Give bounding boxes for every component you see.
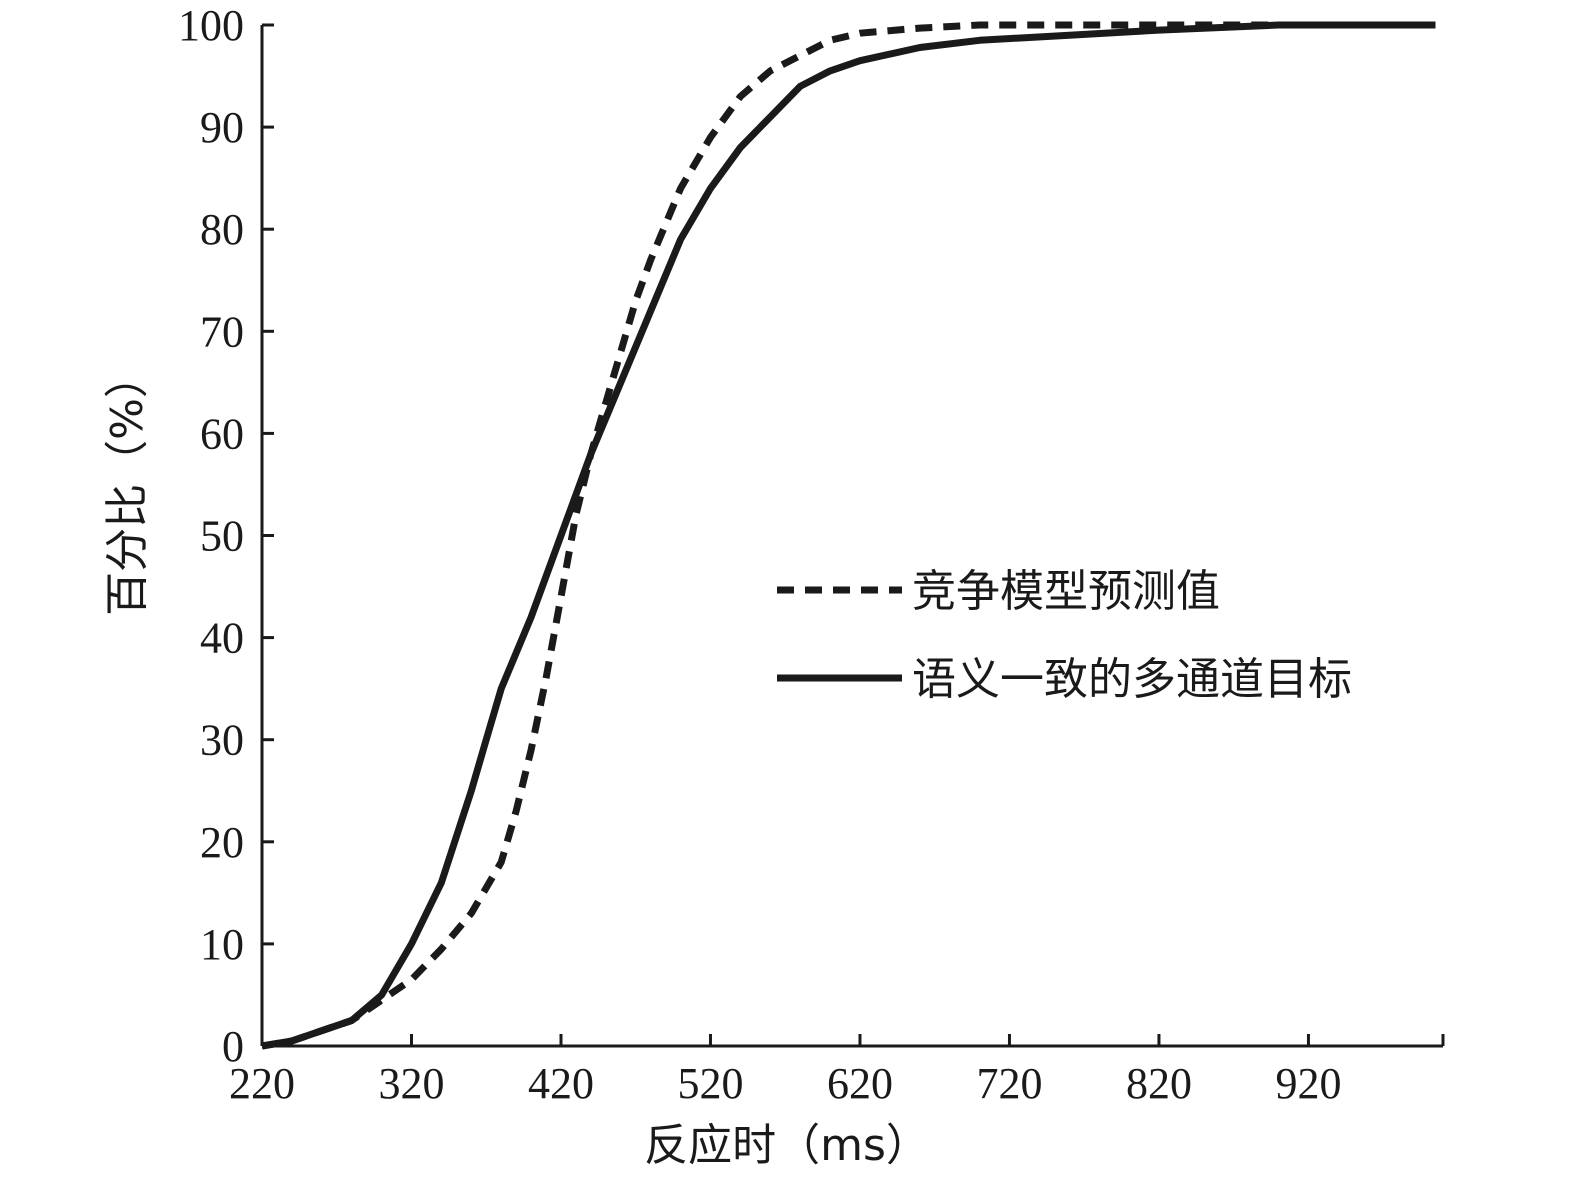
y-tick-label: 60 (200, 409, 244, 458)
x-tick-label: 820 (1126, 1059, 1192, 1108)
series-layer (261, 21, 1436, 1050)
series-line-observed (261, 21, 1436, 1050)
legend-label-observed: 语义一致的多通道目标 (912, 654, 1352, 705)
legend: 竞争模型预测值 语义一致的多通道目标 (777, 566, 1352, 705)
y-tick-label: 20 (200, 818, 244, 867)
y-tick-label: 100 (178, 1, 244, 50)
y-tick-label: 40 (200, 614, 244, 663)
x-tick-label: 220 (229, 1059, 295, 1108)
y-tick-label: 70 (200, 307, 244, 356)
x-tick-label: 420 (528, 1059, 594, 1108)
x-tick-label: 620 (827, 1059, 893, 1108)
series-line-predicted (261, 21, 1436, 1050)
legend-label-predicted: 竞争模型预测值 (912, 566, 1220, 617)
x-ticks: 220 320 420 520 620 720 820 920 (229, 1034, 1445, 1108)
x-tick-label: 320 (378, 1059, 444, 1108)
x-tick-label: 720 (976, 1059, 1042, 1108)
y-tick-label: 90 (200, 103, 244, 152)
x-axis-title: 反应时（ms） (644, 1120, 930, 1171)
y-tick-label: 50 (200, 512, 244, 561)
x-tick-label: 520 (677, 1059, 743, 1108)
y-ticks: 0 10 20 30 40 50 60 70 80 90 100 (178, 1, 274, 1071)
y-tick-label: 30 (200, 716, 244, 765)
y-axis-title: 百分比（%） (102, 354, 153, 616)
y-tick-label: 80 (200, 205, 244, 254)
x-tick-label: 920 (1275, 1059, 1341, 1108)
y-tick-label: 0 (222, 1022, 244, 1071)
y-tick-label: 10 (200, 920, 244, 969)
